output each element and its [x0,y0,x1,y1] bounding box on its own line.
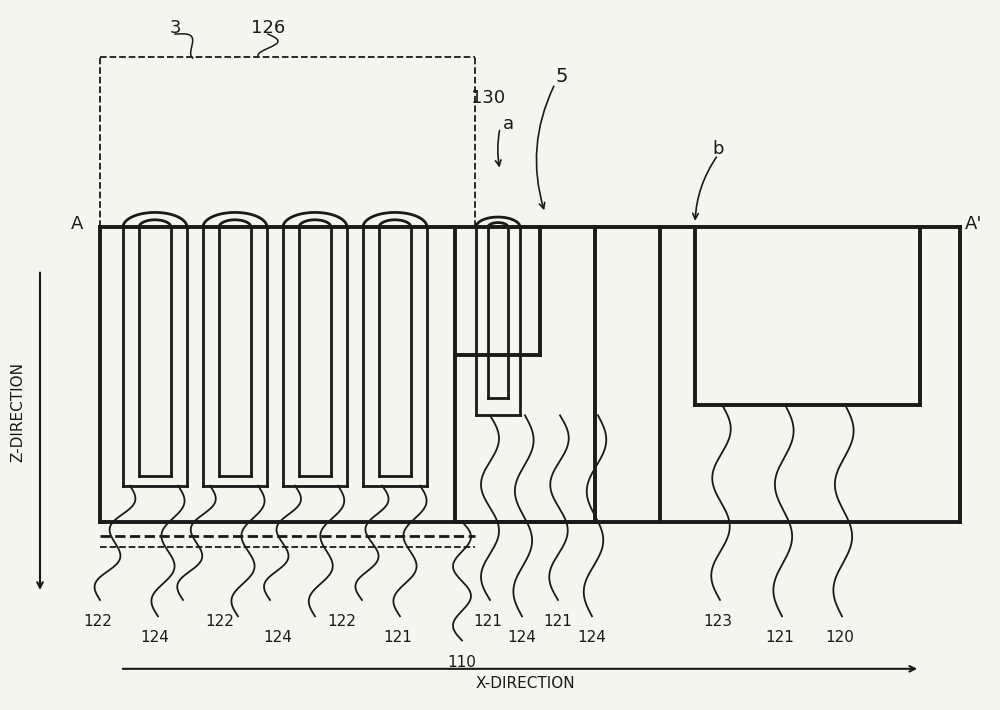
Text: 120: 120 [826,630,854,645]
Text: A': A' [965,214,982,233]
Text: 122: 122 [206,614,234,629]
Text: Z-DIRECTION: Z-DIRECTION [10,362,26,462]
Text: 121: 121 [474,614,502,629]
Text: 130: 130 [471,89,505,107]
Text: 121: 121 [766,630,794,645]
Text: 3: 3 [169,19,181,38]
Text: 121: 121 [544,614,572,629]
Text: 123: 123 [704,614,732,629]
Text: 5: 5 [556,67,568,86]
Text: b: b [712,140,724,158]
Text: 124: 124 [264,630,292,645]
Text: a: a [502,114,514,133]
Text: 124: 124 [578,630,606,645]
Text: 122: 122 [328,614,356,629]
Text: 122: 122 [84,614,112,629]
Text: A: A [71,214,83,233]
Text: 121: 121 [384,630,412,645]
Text: 124: 124 [141,630,169,645]
Text: 110: 110 [448,655,476,670]
Text: 124: 124 [508,630,536,645]
Text: X-DIRECTION: X-DIRECTION [475,675,575,691]
Text: 126: 126 [251,19,285,38]
